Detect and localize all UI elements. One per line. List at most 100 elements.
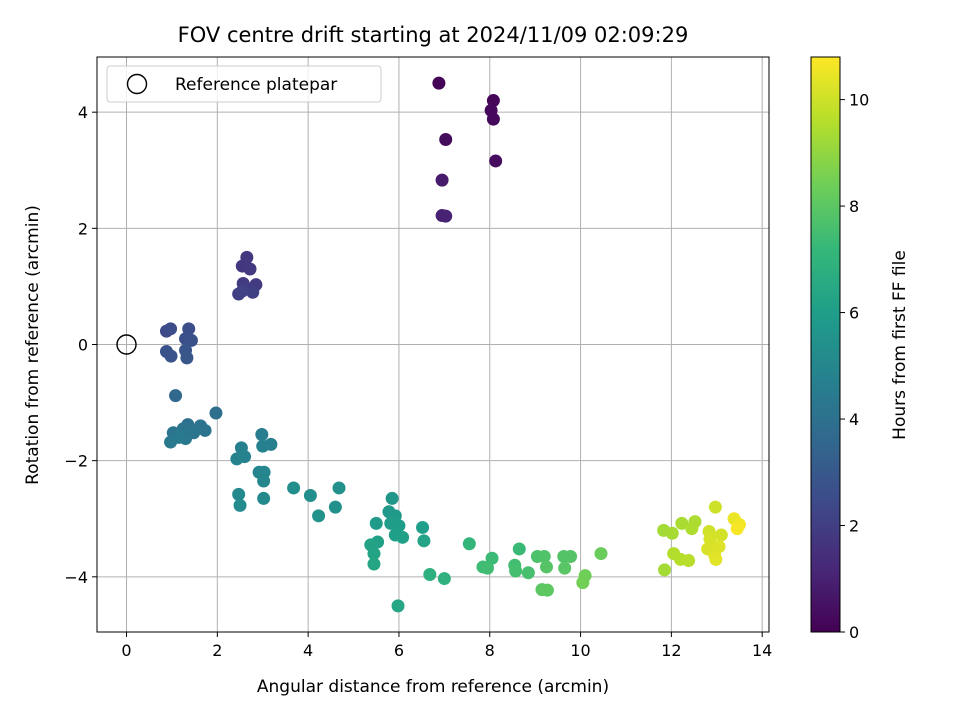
data-point — [682, 554, 696, 568]
data-point — [485, 551, 499, 565]
colorbar-label: Hours from first FF file — [890, 250, 910, 440]
data-point — [486, 94, 500, 108]
data-point — [709, 552, 723, 566]
data-point — [594, 547, 608, 561]
data-points — [159, 76, 746, 613]
data-point — [486, 112, 500, 126]
data-point — [164, 349, 178, 363]
data-point — [714, 528, 728, 542]
data-point — [489, 154, 503, 168]
x-tick-label: 4 — [303, 641, 313, 660]
chart-title: FOV centre drift starting at 2024/11/09 … — [178, 23, 689, 47]
data-point — [367, 557, 381, 571]
x-axis-label: Angular distance from reference (arcmin) — [257, 677, 609, 697]
data-point — [303, 489, 317, 503]
colorbar-ticks: 0 2 4 6 8 10 — [840, 91, 869, 642]
data-point — [435, 173, 449, 187]
colorbar-gradient — [810, 56, 841, 633]
data-point — [462, 537, 476, 551]
data-point — [391, 599, 405, 613]
data-point — [576, 576, 590, 590]
data-point — [537, 549, 551, 563]
data-point — [209, 406, 223, 420]
data-point — [235, 284, 249, 298]
data-point — [184, 333, 198, 347]
data-point — [708, 500, 722, 514]
data-point — [480, 561, 494, 575]
grid-lines — [97, 57, 769, 632]
colorbar: 0 2 4 6 8 10 Hours from first FF file — [810, 56, 910, 642]
data-point — [287, 481, 301, 495]
data-point — [164, 322, 178, 336]
colorbar-tick-label: 6 — [849, 304, 859, 323]
colorbar-tick-label: 0 — [849, 623, 859, 642]
data-point — [246, 285, 260, 299]
data-point — [332, 481, 346, 495]
legend-entry-reference: Reference platepar — [175, 75, 337, 95]
data-point — [198, 423, 212, 437]
colorbar-tick-label: 2 — [849, 517, 859, 536]
data-point — [367, 547, 381, 561]
y-tick-label: −4 — [64, 568, 88, 587]
data-point — [257, 491, 271, 505]
data-point — [369, 516, 383, 530]
data-point — [172, 430, 186, 444]
legend-marker-reference — [126, 73, 148, 95]
data-point — [675, 516, 689, 530]
data-point — [564, 549, 578, 563]
data-point — [730, 522, 744, 536]
data-point — [432, 76, 446, 90]
data-point — [396, 530, 410, 544]
legend-box — [106, 65, 382, 103]
reference-point-marker — [116, 334, 137, 355]
data-point — [509, 564, 523, 578]
data-point — [312, 509, 326, 523]
data-point — [540, 560, 554, 574]
data-point — [230, 452, 244, 466]
x-tick-label: 12 — [661, 641, 681, 660]
data-point — [182, 322, 196, 336]
data-point — [417, 534, 431, 548]
data-point — [328, 500, 342, 514]
data-point — [385, 491, 399, 505]
x-tick-label: 6 — [394, 641, 404, 660]
legend: Reference platepar — [106, 65, 382, 103]
y-axis-label: Rotation from reference (arcmin) — [23, 205, 43, 485]
data-point — [439, 132, 453, 146]
data-point — [439, 209, 453, 223]
data-point — [169, 389, 183, 403]
data-point — [243, 262, 257, 276]
data-point — [512, 542, 526, 556]
colorbar-tick-label: 8 — [849, 197, 859, 216]
plot-frame — [96, 56, 770, 633]
data-point — [558, 561, 572, 575]
data-point — [665, 526, 679, 540]
y-tick-label: 0 — [78, 336, 88, 355]
colorbar-tick-label: 4 — [849, 410, 859, 429]
data-point — [232, 487, 246, 501]
data-point — [685, 522, 699, 536]
data-point — [540, 583, 554, 597]
data-point — [233, 498, 247, 512]
data-point — [521, 566, 535, 580]
y-tick-label: 4 — [78, 103, 88, 122]
data-point — [423, 568, 437, 581]
data-point — [180, 351, 194, 365]
y-tick-label: 2 — [78, 219, 88, 238]
x-tick-label: 14 — [752, 641, 772, 660]
data-point — [416, 520, 430, 534]
data-point — [255, 428, 269, 442]
x-tick-label: 2 — [212, 641, 222, 660]
data-point — [437, 572, 451, 586]
data-point — [256, 439, 270, 453]
data-point — [257, 474, 271, 488]
colorbar-tick-label: 10 — [849, 91, 869, 110]
x-tick-label: 10 — [570, 641, 590, 660]
x-tick-label: 8 — [485, 641, 495, 660]
y-tick-label: −2 — [64, 452, 88, 471]
axis-ticks: 0 2 4 6 8 10 12 14 −4 −2 0 2 4 — [64, 103, 772, 660]
data-point — [703, 532, 717, 546]
data-point — [658, 563, 672, 577]
x-tick-label: 0 — [121, 641, 131, 660]
